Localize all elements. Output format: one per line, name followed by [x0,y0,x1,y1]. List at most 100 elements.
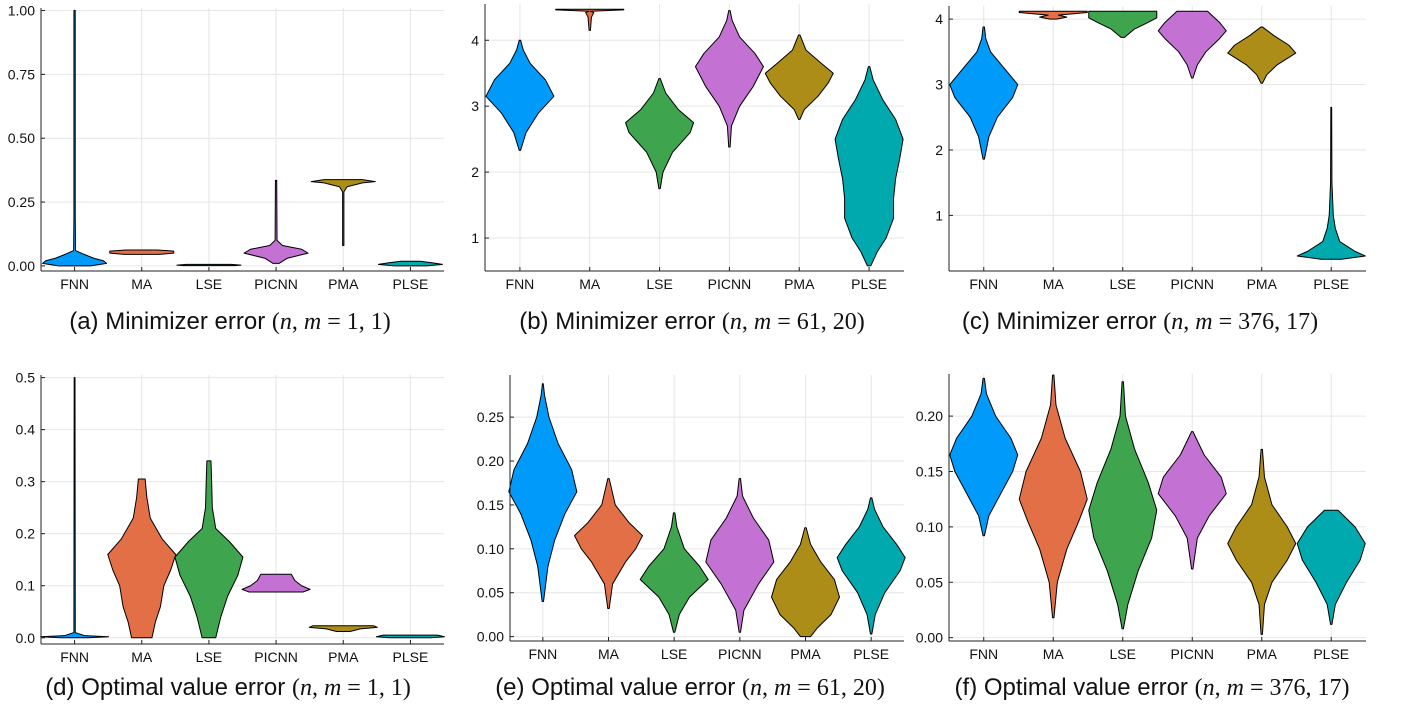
violin-panel-4: 0.0 0.1 0.2 0.3 0.4 0.5 FNN MA LSE PICNN PMA PLSE [16,370,445,665]
violin-lse [1088,10,1158,38]
violin-fnn [949,377,1019,537]
violin-ma [1018,10,1088,20]
y-tick-label: 0.00 [916,630,943,646]
violin-plse [834,66,904,267]
x-tick-label: PICNN [718,646,762,662]
x-tick-label: MA [598,646,620,662]
caption-math: (n, m = 376, 17) [1194,675,1350,701]
y-tick-label: 3 [471,98,479,114]
x-tick-label: PMA [1247,276,1278,292]
x-tick-label: MA [1043,276,1065,292]
y-tick-label: 1.00 [8,3,35,19]
y-tick-label: 0.15 [477,497,504,513]
x-tick-label: FNN [60,276,89,292]
x-tick-label: PMA [328,649,359,665]
x-tick-label: MA [131,276,153,292]
caption-label: (d) Optimal value error [45,674,292,701]
y-tick-label: 0.20 [916,408,943,424]
violin-fnn [508,383,578,602]
x-tick-label: LSE [1110,646,1136,662]
violin-picnn [241,573,311,593]
violin-plse [836,497,906,635]
x-tick-label: PMA [784,276,815,292]
y-tick-label: 0.2 [16,526,36,542]
violin-picnn [1157,10,1227,79]
x-tick-label: PLSE [851,276,887,292]
y-tick-label: 1 [935,207,943,223]
y-tick-label: 0.3 [16,474,36,490]
x-tick-label: LSE [196,276,222,292]
violin-picnn [694,10,764,148]
caption-math: (n, m = 61, 20) [721,309,865,335]
x-tick-label: FNN [969,276,998,292]
violin-pma [308,625,378,633]
y-tick-label: 0.15 [916,463,943,479]
y-tick-label: 0.20 [477,453,504,469]
x-tick-label: MA [1043,646,1065,662]
y-tick-label: 0.5 [16,370,36,386]
violin-panel-1: 0.00 0.25 0.50 0.75 1.00 FNN MA LSE PICNN PMA PLSE [8,3,444,292]
caption-label: (f) Optimal value error [954,674,1195,701]
violin-ma [555,8,625,31]
violin-ma [574,478,643,610]
violin-lse [174,460,244,639]
violin-panel-2: 1 2 3 4 FNN MA LSE PICNN PMA PLSE [471,4,904,292]
x-tick-label: PICNN [1170,276,1214,292]
violin-fnn [485,39,555,151]
y-tick-label: 1 [471,230,479,246]
violin-lse [1088,381,1158,630]
x-tick-label: LSE [1110,276,1136,292]
x-tick-label: FNN [969,646,998,662]
y-tick-label: 0.05 [916,574,943,590]
panel-caption: (c) Minimizer error (n, m = 376, 17) [962,308,1318,336]
panel-caption: (a) Minimizer error (n, m = 1, 1) [69,308,391,336]
violin-pma [764,34,834,120]
caption-math: (n, m = 1, 1) [291,675,411,701]
x-tick-label: FNN [528,646,557,662]
x-tick-label: FNN [60,649,89,665]
violin-plse [1296,106,1366,260]
y-tick-label: 4 [471,32,479,48]
y-tick-label: 0.1 [16,578,36,594]
caption-math: (n, m = 1, 1) [271,309,391,335]
x-tick-label: PLSE [1313,276,1349,292]
caption-label: (c) Minimizer error [961,308,1164,335]
x-tick-label: PLSE [1313,646,1349,662]
y-tick-label: 0.75 [8,66,35,82]
y-tick-label: 2 [471,164,479,180]
x-tick-label: PLSE [393,276,429,292]
y-tick-label: 0.05 [477,585,504,601]
x-tick-label: LSE [646,276,672,292]
y-tick-label: 4 [935,11,943,27]
violin-pma [1227,448,1297,635]
violin-pma [771,527,840,638]
y-tick-label: 0.50 [8,130,35,146]
x-tick-label: LSE [661,646,687,662]
y-tick-label: 0.00 [477,629,504,645]
violin-plse [377,260,443,267]
violin-panel-3: 1 2 3 4 FNN MA LSE PICNN PMA PLSE [935,6,1366,292]
x-tick-label: PLSE [393,649,429,665]
x-tick-label: PMA [1247,646,1278,662]
y-tick-label: 0.00 [8,258,35,274]
violin-lse [625,78,695,190]
y-tick-label: 0.10 [477,541,504,557]
violin-pma [310,179,376,246]
violin-picnn [705,478,775,633]
caption-math: (n, m = 376, 17) [1163,309,1319,335]
x-tick-label: LSE [196,649,222,665]
x-tick-label: PLSE [853,646,889,662]
x-tick-label: PMA [328,276,359,292]
violin-picnn [1157,431,1227,570]
violin-panel-5: 0.00 0.05 0.10 0.15 0.20 0.25 FNN MA LSE PICNN PMA… [477,375,906,662]
y-tick-label: 3 [935,77,943,93]
x-tick-label: MA [131,649,153,665]
violin-plse [375,634,445,639]
caption-label: (a) Minimizer error [69,308,272,335]
violin-ma [107,478,177,639]
x-tick-label: FNN [506,276,535,292]
violin-plse [1296,509,1366,625]
panel-caption: (e) Optimal value error (n, m = 61, 20) [495,674,885,702]
x-tick-label: PICNN [254,649,298,665]
